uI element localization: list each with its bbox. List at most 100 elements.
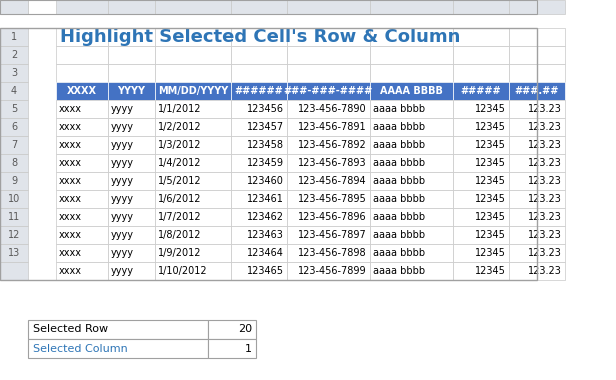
Bar	[208, 320, 256, 339]
Bar	[453, 154, 509, 172]
Bar	[155, 136, 231, 154]
Text: yyyy: yyyy	[111, 248, 134, 258]
Bar	[287, 28, 370, 46]
Text: 123464: 123464	[247, 248, 284, 258]
Text: 1/5/2012: 1/5/2012	[158, 176, 201, 186]
Text: xxxx: xxxx	[59, 194, 82, 204]
Bar	[453, 0, 509, 14]
Text: 10: 10	[8, 194, 20, 204]
Bar	[155, 190, 231, 208]
Text: xxxx: xxxx	[59, 266, 82, 276]
Bar	[0, 226, 28, 244]
Text: 123-456-7898: 123-456-7898	[298, 248, 367, 258]
Bar	[28, 320, 208, 339]
Bar	[370, 46, 453, 64]
Text: Selected Row: Selected Row	[33, 325, 108, 334]
Bar	[370, 118, 453, 136]
Bar	[287, 64, 370, 82]
Bar	[0, 208, 28, 226]
Bar	[287, 208, 370, 226]
Bar	[56, 208, 108, 226]
Text: 7: 7	[11, 140, 17, 150]
Bar	[287, 46, 370, 64]
Bar	[56, 262, 108, 280]
Text: #####: #####	[461, 86, 501, 96]
Bar	[0, 136, 28, 154]
Bar	[231, 82, 287, 100]
Text: 12345: 12345	[475, 104, 506, 114]
Bar	[28, 339, 208, 358]
Text: 11: 11	[8, 212, 20, 222]
Bar	[108, 154, 155, 172]
Bar	[155, 118, 231, 136]
Bar	[0, 0, 28, 14]
Bar	[108, 190, 155, 208]
Text: 1/9/2012: 1/9/2012	[158, 248, 201, 258]
Text: 1/1/2012: 1/1/2012	[158, 104, 201, 114]
Bar	[108, 208, 155, 226]
Bar	[231, 64, 287, 82]
Text: aaaa bbbb: aaaa bbbb	[373, 104, 425, 114]
Bar	[287, 226, 370, 244]
Bar	[231, 46, 287, 64]
Bar	[287, 136, 370, 154]
Text: 123-456-7899: 123-456-7899	[298, 266, 367, 276]
Text: 123.23: 123.23	[528, 140, 562, 150]
Bar	[453, 244, 509, 262]
Bar	[453, 28, 509, 46]
Text: 1: 1	[245, 344, 252, 353]
Bar	[155, 28, 231, 46]
Bar	[231, 190, 287, 208]
Bar	[509, 64, 565, 82]
Text: 123.23: 123.23	[528, 158, 562, 168]
Text: 12345: 12345	[475, 248, 506, 258]
Text: 123458: 123458	[247, 140, 284, 150]
Bar	[509, 28, 565, 46]
Bar	[453, 172, 509, 190]
Bar	[509, 136, 565, 154]
Bar	[370, 154, 453, 172]
Bar	[155, 82, 231, 100]
Text: aaaa bbbb: aaaa bbbb	[373, 194, 425, 204]
Bar	[231, 244, 287, 262]
Text: xxxx: xxxx	[59, 230, 82, 240]
Text: 123.23: 123.23	[528, 104, 562, 114]
Bar	[56, 136, 108, 154]
Text: Highlight Selected Cell's Row & Column: Highlight Selected Cell's Row & Column	[60, 28, 460, 46]
Text: aaaa bbbb: aaaa bbbb	[373, 176, 425, 186]
Text: 3: 3	[11, 68, 17, 78]
Text: 12345: 12345	[475, 230, 506, 240]
Bar	[0, 190, 28, 208]
Bar	[0, 262, 28, 280]
Bar	[370, 0, 453, 14]
Text: 8: 8	[11, 158, 17, 168]
Text: 123.23: 123.23	[528, 212, 562, 222]
Text: Selected Column: Selected Column	[33, 344, 128, 353]
Bar	[509, 226, 565, 244]
Text: ###-###-####: ###-###-####	[284, 86, 373, 96]
Bar	[0, 0, 28, 14]
Text: yyyy: yyyy	[111, 194, 134, 204]
Bar	[56, 46, 108, 64]
Bar	[56, 172, 108, 190]
Bar	[287, 100, 370, 118]
Text: xxxx: xxxx	[59, 248, 82, 258]
Text: 123.23: 123.23	[528, 122, 562, 132]
Bar	[108, 100, 155, 118]
Text: 123.23: 123.23	[528, 176, 562, 186]
Text: 123462: 123462	[247, 212, 284, 222]
Bar	[155, 172, 231, 190]
Text: 123459: 123459	[247, 158, 284, 168]
Bar	[0, 28, 537, 280]
Bar	[509, 190, 565, 208]
Bar	[56, 100, 108, 118]
Text: 123456: 123456	[247, 104, 284, 114]
Bar	[155, 154, 231, 172]
Bar	[231, 28, 287, 46]
Text: 12345: 12345	[475, 212, 506, 222]
Text: aaaa bbbb: aaaa bbbb	[373, 140, 425, 150]
Bar	[0, 244, 28, 262]
Bar	[155, 46, 231, 64]
Bar	[453, 46, 509, 64]
Bar	[108, 136, 155, 154]
